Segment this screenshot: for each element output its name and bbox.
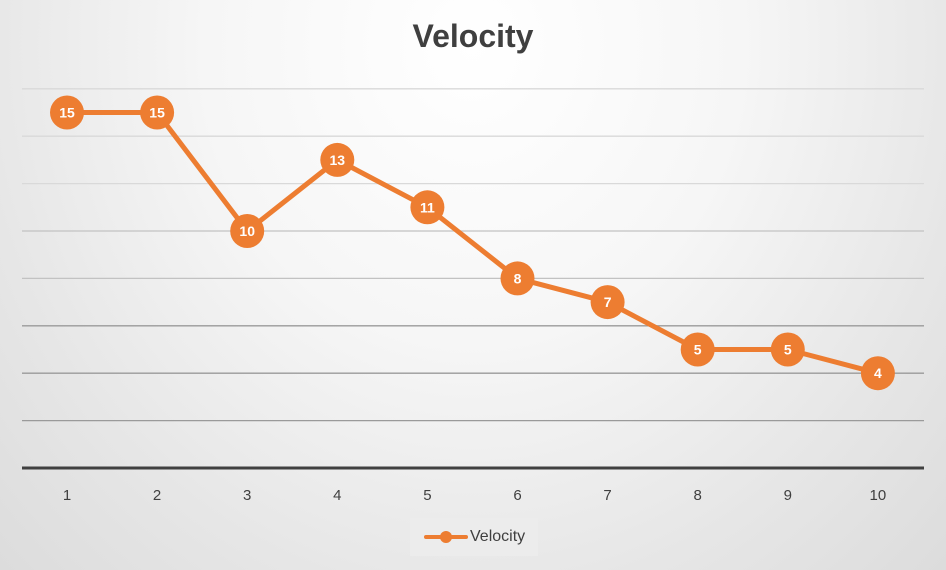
legend-label: Velocity [470,528,526,545]
data-point-marker [230,214,265,248]
x-tick-label: 7 [603,487,611,504]
x-axis: 1 2 3 4 5 6 7 8 9 10 [22,466,924,504]
data-point: 10 [230,214,265,248]
data-point: 4 [860,356,895,391]
data-point: 15 [140,95,175,130]
data-label: 5 [694,342,702,358]
data-label: 4 [874,365,882,381]
data-point-marker [140,95,175,130]
data-point: 5 [680,332,715,367]
data-point: 5 [770,332,805,367]
chart-title: Velocity [412,18,534,54]
series-line-velocity [64,110,881,376]
data-label: 7 [604,294,612,310]
data-label: 15 [149,105,165,121]
data-point-marker [860,356,895,391]
data-label: 13 [330,152,346,168]
data-point: 15 [50,95,84,130]
data-point: 13 [320,142,355,177]
data-point-marker [500,261,535,296]
data-label: 10 [239,223,255,239]
data-point-marker [50,95,84,130]
data-point-marker [680,332,715,367]
data-point: 7 [590,285,625,320]
x-tick-label: 2 [153,487,161,504]
legend: Velocity [410,518,538,556]
series-lines [64,110,881,376]
data-point-marker [320,142,355,177]
data-point: 8 [500,261,535,296]
x-tick-label: 8 [694,487,702,504]
x-tick-label: 3 [243,487,251,504]
x-tick-label: 5 [423,487,431,504]
x-tick-label: 1 [63,487,71,504]
data-label: 15 [59,105,75,121]
series-markers: 15 15 10 13 11 8 7 5 5 4 [50,95,895,391]
data-label: 8 [514,270,522,286]
gridlines [22,88,924,422]
x-tick-label: 10 [870,487,887,504]
x-tick-label: 9 [784,487,792,504]
data-point-marker [770,332,805,367]
data-label: 11 [420,199,435,215]
x-tick-label: 4 [333,487,341,504]
legend-swatch [424,531,468,543]
data-point-marker [590,285,625,320]
data-point-marker [410,190,445,225]
x-tick-label: 6 [513,487,521,504]
data-point: 11 [410,190,445,225]
data-label: 5 [784,342,792,358]
